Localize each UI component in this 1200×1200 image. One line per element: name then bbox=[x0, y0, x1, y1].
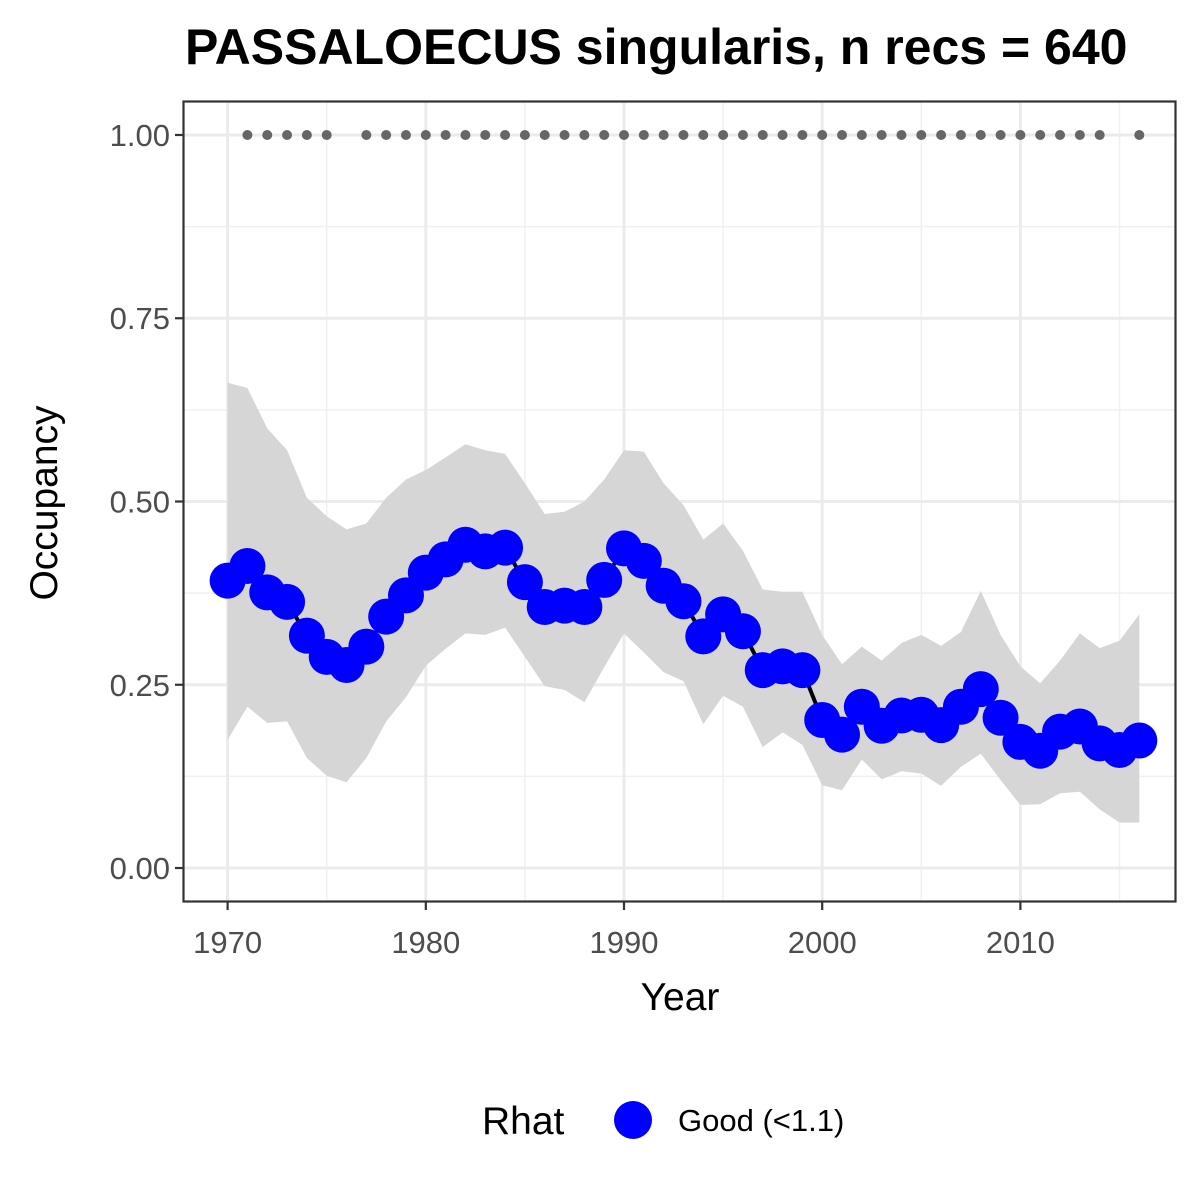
chart-title: PASSALOECUS singularis, n recs = 640 bbox=[185, 19, 1127, 75]
record-dot bbox=[1015, 129, 1026, 140]
record-dot bbox=[975, 129, 986, 140]
occupancy-point bbox=[962, 671, 999, 708]
legend-key-good bbox=[614, 1101, 652, 1139]
record-dot bbox=[460, 129, 471, 140]
x-tick-label: 1980 bbox=[391, 925, 460, 960]
record-dot bbox=[420, 129, 431, 140]
y-tick-label: 0.75 bbox=[110, 301, 170, 336]
y-tick-label: 1.00 bbox=[110, 118, 170, 153]
x-axis-title: Year bbox=[641, 976, 720, 1019]
record-dot bbox=[500, 129, 511, 140]
record-dot bbox=[856, 129, 867, 140]
record-dot bbox=[361, 129, 372, 140]
record-dot bbox=[619, 129, 630, 140]
record-dot bbox=[658, 129, 669, 140]
occupancy-point bbox=[784, 652, 821, 689]
occupancy-points-layer bbox=[209, 526, 1158, 769]
occupancy-point bbox=[506, 564, 543, 601]
y-tick-label: 0.50 bbox=[110, 485, 170, 520]
record-dot bbox=[936, 129, 947, 140]
record-dot bbox=[400, 129, 411, 140]
x-tick-label: 1990 bbox=[590, 925, 659, 960]
occupancy-point bbox=[269, 583, 306, 620]
y-tick-label: 0.00 bbox=[110, 851, 170, 886]
occupancy-point bbox=[229, 548, 266, 585]
x-tick-label: 2000 bbox=[788, 925, 857, 960]
record-dot bbox=[440, 129, 451, 140]
x-tick-label: 2010 bbox=[986, 925, 1055, 960]
record-dot bbox=[876, 129, 887, 140]
record-dot bbox=[579, 129, 590, 140]
record-dot bbox=[480, 129, 491, 140]
record-dot bbox=[698, 129, 709, 140]
record-dot bbox=[1074, 129, 1085, 140]
record-dot bbox=[519, 129, 530, 140]
occupancy-point bbox=[487, 529, 524, 566]
record-dot bbox=[837, 129, 848, 140]
record-dot bbox=[282, 129, 293, 140]
record-dot bbox=[559, 129, 570, 140]
occupancy-point bbox=[724, 613, 761, 650]
record-dot bbox=[817, 129, 828, 140]
record-dot bbox=[262, 129, 273, 140]
legend-label-good: Good (<1.1) bbox=[678, 1103, 844, 1138]
record-dot bbox=[678, 129, 689, 140]
occupancy-point bbox=[824, 716, 861, 753]
record-dot bbox=[896, 129, 907, 140]
record-dot bbox=[718, 129, 729, 140]
legend: Rhat Good (<1.1) bbox=[482, 1100, 844, 1143]
record-dot bbox=[321, 129, 332, 140]
record-dot bbox=[777, 129, 788, 140]
occupancy-point bbox=[566, 589, 603, 626]
occupancy-point bbox=[665, 583, 702, 620]
x-axis: 1970 1980 1990 2000 2010 bbox=[193, 901, 1055, 960]
record-dot bbox=[797, 129, 808, 140]
record-dot bbox=[1035, 129, 1046, 140]
occupancy-point bbox=[982, 699, 1019, 736]
y-axis: 0.00 0.25 0.50 0.75 1.00 bbox=[110, 118, 184, 886]
y-tick-label: 0.25 bbox=[110, 668, 170, 703]
occupancy-point bbox=[625, 542, 662, 579]
record-dot bbox=[757, 129, 768, 140]
occupancy-point bbox=[1121, 722, 1158, 759]
record-dot bbox=[916, 129, 927, 140]
record-dot bbox=[381, 129, 392, 140]
record-dot bbox=[539, 129, 550, 140]
occupancy-point bbox=[586, 561, 623, 598]
record-dot bbox=[1134, 129, 1145, 140]
record-dot bbox=[242, 129, 253, 140]
record-dot bbox=[955, 129, 966, 140]
record-dot bbox=[599, 129, 610, 140]
x-tick-label: 1970 bbox=[193, 925, 262, 960]
record-dot bbox=[1094, 129, 1105, 140]
record-dot bbox=[301, 129, 312, 140]
record-dots-layer bbox=[242, 129, 1145, 140]
legend-title: Rhat bbox=[482, 1100, 565, 1143]
record-dot bbox=[638, 129, 649, 140]
record-dot bbox=[1055, 129, 1066, 140]
occupancy-point bbox=[348, 628, 385, 665]
y-axis-title: Occupancy bbox=[23, 405, 66, 601]
record-dot bbox=[737, 129, 748, 140]
record-dot bbox=[995, 129, 1006, 140]
